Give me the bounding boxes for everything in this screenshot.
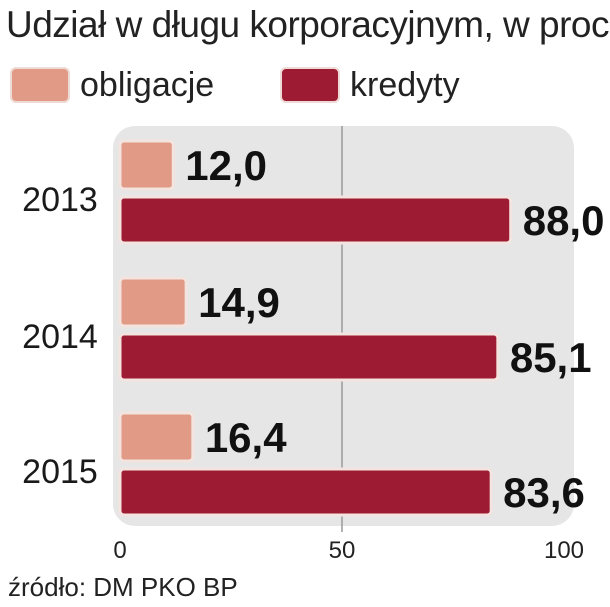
- legend-swatch-kredyty: [280, 67, 340, 103]
- legend: obligacje kredyty: [10, 64, 610, 106]
- category-label-2014: 2014: [22, 318, 98, 356]
- x-tick-label-50: 50: [329, 537, 356, 564]
- category-label-2015: 2015: [22, 453, 98, 491]
- legend-item-obligacje: obligacje: [10, 64, 214, 106]
- bar-kredyty-2014: [118, 332, 500, 382]
- data-label-kredyty-2014: 85,1: [510, 334, 592, 381]
- legend-swatch-obligacje: [10, 67, 70, 103]
- bar-obligacje-2013: [118, 139, 175, 191]
- bar-obligacje-2014: [118, 276, 188, 328]
- data-label-obligacje-2013: 12,0: [185, 142, 267, 189]
- bar-kredyty-2013: [118, 195, 513, 245]
- legend-label-obligacje: obligacje: [80, 65, 215, 104]
- x-tick-label-100: 100: [544, 537, 584, 564]
- legend-item-kredyty: kredyty: [280, 64, 460, 106]
- bar-kredyty-2015: [118, 467, 493, 517]
- x-tick-label-0: 0: [113, 537, 126, 564]
- data-label-kredyty-2013: 88,0: [523, 197, 605, 244]
- bar-obligacje-2015: [118, 411, 195, 463]
- data-label-obligacje-2014: 14,9: [198, 279, 280, 326]
- legend-label-kredyty: kredyty: [350, 65, 460, 104]
- chart-title: Udział w długu korporacyjnym, w proc.: [6, 4, 610, 45]
- source-note: źródło: DM PKO BP: [8, 572, 238, 602]
- data-label-obligacje-2015: 16,4: [205, 414, 287, 461]
- data-label-kredyty-2015: 83,6: [503, 469, 585, 516]
- category-label-2013: 2013: [22, 181, 98, 219]
